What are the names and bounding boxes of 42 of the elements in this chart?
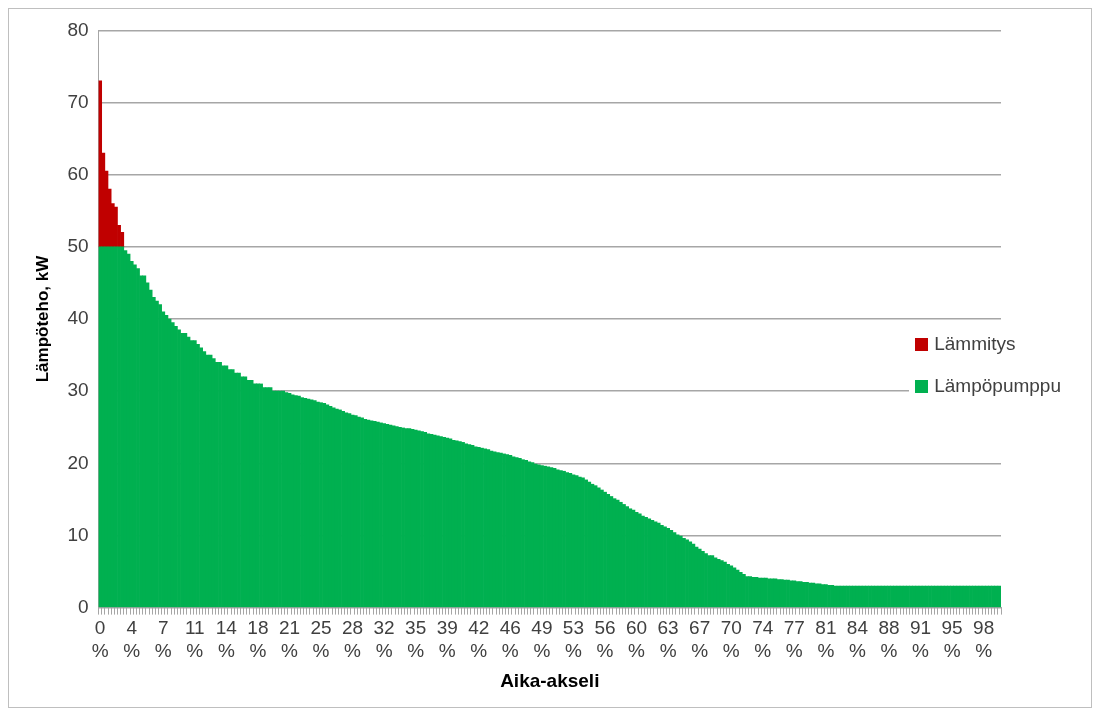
x-tick-label: 4 % bbox=[123, 617, 141, 662]
y-tick-label: 70 bbox=[67, 90, 89, 112]
x-tick-label: 77 % bbox=[783, 617, 805, 662]
y-tick-label: 80 bbox=[67, 18, 89, 40]
y-tick-label: 60 bbox=[67, 162, 89, 184]
x-tick-label: 70 % bbox=[720, 617, 742, 662]
y-tick-label: 50 bbox=[67, 235, 89, 257]
x-tick-label: 81 % bbox=[815, 617, 837, 662]
x-tick-label: 91 % bbox=[909, 617, 932, 662]
x-tick-label: 95 % bbox=[941, 617, 963, 662]
legend-label: Lämpöpumppu bbox=[934, 375, 1061, 397]
y-axis-title: Lämpöteho, kW bbox=[32, 254, 52, 383]
x-tick-label: 39 % bbox=[436, 617, 458, 662]
x-tick-label: 56 % bbox=[594, 617, 616, 662]
x-tick-label: 25 % bbox=[310, 617, 332, 662]
x-tick-label: 49 % bbox=[531, 617, 553, 662]
x-tick-label: 35 % bbox=[405, 617, 427, 662]
x-tick-label: 53 % bbox=[562, 617, 584, 662]
x-tick-label: 63 % bbox=[657, 617, 679, 662]
x-tick-label: 0 % bbox=[91, 617, 109, 662]
x-tick-label: 46 % bbox=[499, 617, 521, 662]
x-tick-label: 28 % bbox=[341, 617, 364, 662]
x-tick-label: 42 % bbox=[468, 617, 490, 662]
y-tick-label: 0 bbox=[77, 595, 89, 617]
x-tick-label: 21 % bbox=[278, 617, 301, 662]
y-tick-label: 10 bbox=[67, 523, 89, 545]
x-axis-title: Aika-akseli bbox=[500, 669, 600, 691]
x-tick-label: 32 % bbox=[373, 617, 395, 662]
x-tick-label: 98 % bbox=[973, 617, 995, 662]
x-tick-label: 11 % bbox=[184, 617, 205, 662]
x-tick-label: 14 % bbox=[215, 617, 238, 662]
y-tick-label: 30 bbox=[67, 379, 89, 401]
y-tick-label: 40 bbox=[67, 307, 89, 329]
x-tick-label: 74 % bbox=[752, 617, 774, 662]
x-tick-label: 18 % bbox=[247, 617, 269, 662]
legend-label: Lämmitys bbox=[934, 333, 1016, 355]
x-tick-label: 60 % bbox=[625, 617, 648, 662]
y-tick-label: 20 bbox=[67, 451, 89, 473]
x-tick-label: 84 % bbox=[846, 617, 869, 662]
x-tick-label: 88 % bbox=[878, 617, 900, 662]
x-tick-label: 67 % bbox=[689, 617, 711, 662]
x-tick-label: 7 % bbox=[154, 617, 172, 662]
